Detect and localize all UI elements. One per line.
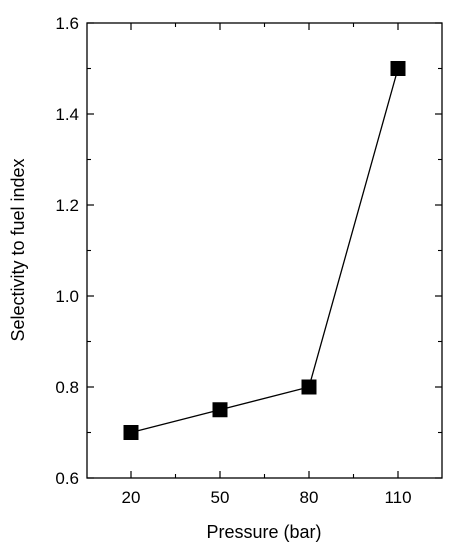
y-tick-label: 1.2 (55, 196, 79, 215)
y-tick-label: 0.6 (55, 469, 79, 488)
y-axis-title: Selectivity to fuel index (8, 158, 28, 341)
series-group (123, 61, 406, 440)
x-ticks: 20 50 80 110 (122, 23, 412, 507)
data-point (123, 425, 139, 440)
data-point (301, 379, 317, 395)
y-ticks: 0.6 0.8 1.0 1.2 1.4 1.6 (55, 14, 442, 488)
x-tick-label: 50 (211, 488, 230, 507)
x-axis-title: Pressure (bar) (206, 522, 321, 542)
plot-frame (86, 22, 443, 479)
x-tick-label: 20 (122, 488, 141, 507)
data-point (390, 61, 406, 76)
x-tick-label: 110 (384, 488, 411, 507)
data-point (212, 402, 228, 418)
y-tick-label: 1.6 (55, 14, 79, 33)
x-tick-label: 80 (300, 488, 319, 507)
y-tick-label: 1.4 (55, 105, 79, 124)
y-tick-label: 0.8 (55, 378, 79, 397)
y-tick-label: 1.0 (55, 287, 79, 306)
series-line (130, 68, 399, 434)
